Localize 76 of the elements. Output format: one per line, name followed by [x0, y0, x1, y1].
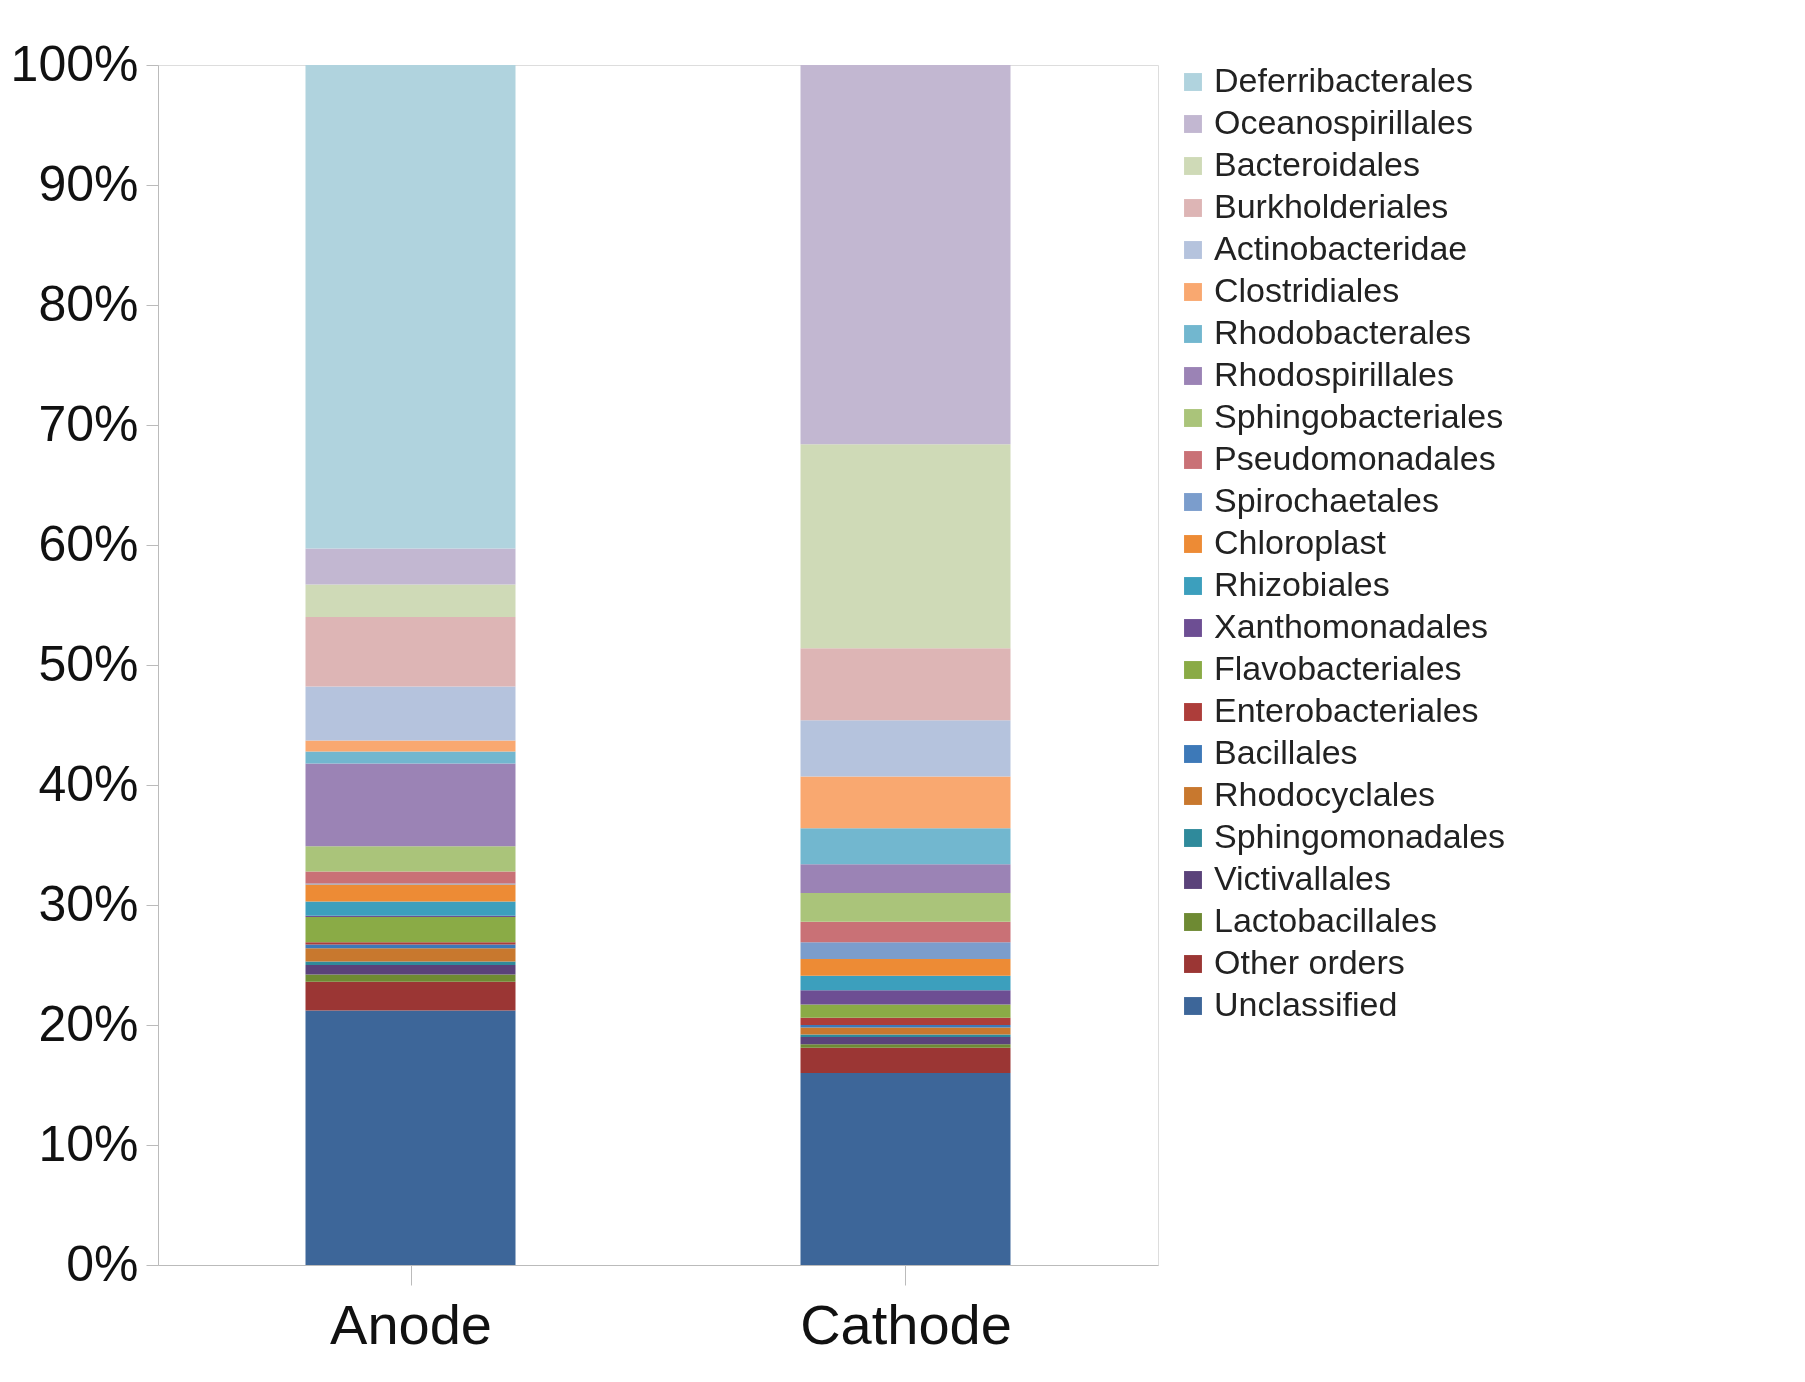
legend-label: Enterobacteriales	[1214, 691, 1479, 729]
legend-label: Actinobacteridae	[1214, 229, 1468, 267]
bar	[305, 961, 516, 965]
bar	[800, 65, 1011, 445]
bar	[305, 846, 516, 872]
bar	[305, 965, 516, 975]
bar	[800, 776, 1011, 829]
legend-label: Other orders	[1214, 943, 1405, 981]
bar	[305, 871, 516, 884]
bar	[800, 1027, 1011, 1035]
legend-label: Sphingomonadales	[1214, 817, 1506, 855]
legend-label: Pseudomonadales	[1214, 439, 1496, 477]
bar	[800, 942, 1011, 959]
bar	[305, 1010, 516, 1265]
bar	[800, 1073, 1011, 1265]
bar	[305, 948, 516, 962]
bar	[800, 864, 1011, 893]
bar	[305, 901, 516, 916]
bar	[800, 990, 1011, 1005]
bar	[800, 921, 1011, 943]
legend-label: Unclassified	[1214, 985, 1398, 1023]
y-tick-label: 30%	[38, 875, 139, 932]
bar	[305, 884, 516, 902]
legend-label: Rhodospirillales	[1214, 355, 1455, 393]
legend-label: Deferribacterales	[1214, 61, 1473, 99]
bar	[800, 975, 1011, 991]
bar	[305, 942, 516, 945]
bar	[305, 917, 516, 943]
bar	[305, 751, 516, 764]
legend-label: Xanthomonadales	[1214, 607, 1489, 645]
legend-label: Sphingobacteriales	[1214, 397, 1504, 435]
legend-label: Victivallales	[1214, 859, 1392, 897]
bar	[305, 974, 516, 982]
bar	[305, 981, 516, 1011]
legend-label: Bacillales	[1214, 733, 1358, 771]
legend-label: Lactobacillales	[1214, 901, 1438, 939]
y-tick-label: 0%	[66, 1235, 139, 1292]
y-tick-label: 90%	[38, 155, 139, 212]
bar	[305, 65, 516, 549]
bar	[800, 1047, 1011, 1073]
bar	[800, 720, 1011, 777]
legend-label: Oceanospirillales	[1214, 103, 1473, 141]
bar	[305, 617, 516, 687]
y-tick-label: 70%	[38, 395, 139, 452]
bar	[800, 1044, 1011, 1048]
bar	[800, 1004, 1011, 1018]
y-tick-label: 100%	[10, 35, 139, 92]
y-tick-label: 50%	[38, 635, 139, 692]
bar	[305, 740, 516, 752]
legend-label: Clostridiales	[1214, 271, 1400, 309]
bar	[305, 548, 516, 585]
y-tick-label: 20%	[38, 995, 139, 1052]
bar	[305, 763, 516, 847]
legend-label: Burkholderiales	[1214, 187, 1449, 225]
bar	[800, 1017, 1011, 1025]
legend-label: Spirochaetales	[1214, 481, 1439, 519]
y-tick-label: 60%	[38, 515, 139, 572]
bar	[305, 584, 516, 617]
bar	[800, 1037, 1011, 1045]
legend-label: Rhodobacterales	[1214, 313, 1472, 351]
legend-label: Rhodocyclales	[1214, 775, 1436, 813]
legend-label: Bacteroidales	[1214, 145, 1421, 183]
bar	[800, 648, 1011, 721]
bar	[305, 686, 516, 741]
bar	[800, 893, 1011, 922]
bar	[800, 828, 1011, 865]
legend-label: Flavobacteriales	[1214, 649, 1462, 687]
legend-label: Rhizobiales	[1214, 565, 1390, 603]
y-tick-label: 40%	[38, 755, 139, 812]
x-tick-label: Anode	[330, 1292, 492, 1356]
bar	[800, 959, 1011, 976]
y-tick-label: 80%	[38, 275, 139, 332]
y-tick-label: 10%	[38, 1115, 139, 1172]
bar	[800, 444, 1011, 649]
x-tick-label: Cathode	[800, 1292, 1012, 1356]
legend-label: Chloroplast	[1214, 523, 1387, 561]
